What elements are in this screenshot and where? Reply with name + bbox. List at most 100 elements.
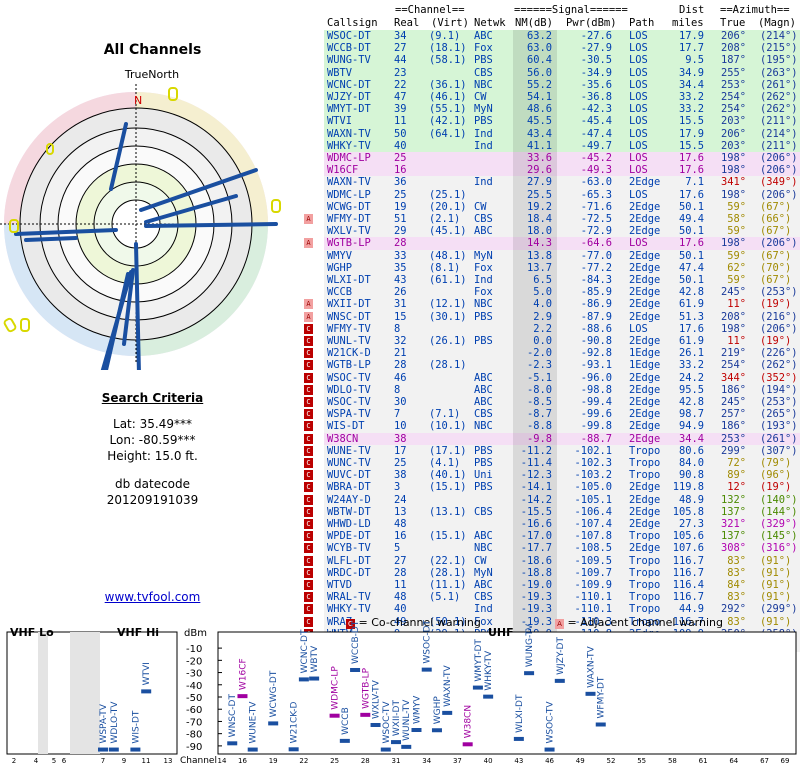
channel-mark[interactable] xyxy=(370,722,381,727)
x-tick-label: 4 xyxy=(34,757,39,765)
table-row[interactable]: W16CF 16 29.6 -49.3 LOS 17.6 198° (206°) xyxy=(302,164,800,177)
channel-mark-label: WMYT-DT xyxy=(474,639,484,682)
channel-mark[interactable] xyxy=(247,747,258,752)
channel-mark[interactable] xyxy=(585,691,596,696)
table-row[interactable]: C WBRA-DT 3 (15.1) PBS -14.1 -105.0 2Edge 119.8 1… xyxy=(302,481,800,494)
table-row[interactable]: WTVI 11 (42.1) PBS 45.5 -45.4 LOS 15.5 203° (211°… xyxy=(302,115,800,128)
x-tick-label: 55 xyxy=(637,757,646,765)
channel-mark[interactable] xyxy=(462,742,473,747)
table-row[interactable]: A WNSC-DT 15 (30.1) PBS 2.9 -87.9 2Edge 51.3 208°… xyxy=(302,310,800,323)
table-row[interactable]: C W21CK-D 21 -2.0 -92.8 1Edge 26.1 219° (226°) xyxy=(302,347,800,360)
channel-mark[interactable] xyxy=(298,677,309,682)
table-row[interactable]: C W24AY-D 24 -14.2 -105.1 2Edge 48.9 132° (140°) xyxy=(302,493,800,506)
table-row[interactable]: C WUNE-TV 17 (17.1) PBS -11.2 -102.1 Tropo 80.6 2… xyxy=(302,444,800,457)
table-row[interactable]: C WHWD-LD 48 -16.6 -107.4 2Edge 27.3 321° (329°) xyxy=(302,518,800,531)
table-row[interactable]: WCNC-DT 22 (36.1) NBC 55.2 -35.6 LOS 34.4 253° (2… xyxy=(302,78,800,91)
cell-dist: 17.9 xyxy=(678,30,704,42)
table-row[interactable]: C WUVC-DT 38 (40.1) Uni -12.3 -103.2 Tropo 90.8 8… xyxy=(302,469,800,482)
table-row[interactable]: C WSOC-TV 30 ABC -8.5 -99.4 2Edge 42.8 245° (253°… xyxy=(302,396,800,409)
table-row[interactable]: WCCB-DT 27 (18.1) Fox 63.0 -27.9 LOS 17.7 208° (2… xyxy=(302,42,800,55)
table-row[interactable]: WJZY-DT 47 (46.1) CW 54.1 -36.8 LOS 33.2 254° (26… xyxy=(302,91,800,104)
channel-mark[interactable] xyxy=(268,721,279,726)
cell-true: 344° xyxy=(720,371,746,384)
table-row[interactable]: C WRDC-DT 28 (28.1) MyN -18.8 -109.7 Tropo 116.7… xyxy=(302,566,800,579)
table-row[interactable]: C WGTB-LP 28 (28.1) -2.3 -93.1 1Edge 33.2 254° (2… xyxy=(302,359,800,372)
cell-path: LOS xyxy=(629,322,648,335)
channel-mark-label: WJZY-DT xyxy=(556,637,566,675)
cochannel-warning-icon: C xyxy=(304,348,313,359)
channel-mark[interactable] xyxy=(329,713,340,718)
channel-mark[interactable] xyxy=(391,740,402,745)
table-row[interactable]: C WFMY-TV 8 2.2 -88.6 LOS 17.6 198° (206°) xyxy=(302,322,800,335)
table-row[interactable]: WXLV-TV 29 (45.1) ABC 18.0 -72.9 2Edge 50.1 59° (… xyxy=(302,225,800,238)
channel-mark-label: WDMC-LP xyxy=(331,666,341,710)
table-row[interactable]: WCCB 26 Fox 5.0 -85.9 2Edge 42.8 245° (253°) xyxy=(302,286,800,299)
channel-mark[interactable] xyxy=(544,747,555,752)
channel-mark[interactable] xyxy=(513,736,524,741)
channel-mark[interactable] xyxy=(554,678,565,683)
channel-mark[interactable] xyxy=(401,744,412,749)
cell-pwr: -77.2 xyxy=(580,261,612,274)
table-row[interactable]: C WCYB-TV 5 NBC -17.7 -108.5 2Edge 107.6 308° (31… xyxy=(302,542,800,555)
channel-mark[interactable] xyxy=(411,728,422,732)
table-row[interactable]: C WSPA-TV 7 (7.1) CBS -8.7 -99.6 2Edge 98.7 257° (… xyxy=(302,408,800,421)
table-row[interactable]: C WSOC-TV 46 ABC -5.1 -96.0 2Edge 24.2 344° (352°… xyxy=(302,371,800,384)
site-link[interactable]: www.tvfool.com xyxy=(104,590,201,604)
table-row[interactable]: WBTV 23 CBS 56.0 -34.9 LOS 34.9 255° (263°) xyxy=(302,66,800,79)
table-row[interactable]: C WIS-DT 10 (10.1) NBC -8.8 -99.8 2Edge 94.9 186°… xyxy=(302,420,800,433)
channel-mark[interactable] xyxy=(595,722,606,727)
cochannel-warning-icon: C xyxy=(304,397,313,407)
table-row[interactable]: C WRAL-TV 48 (5.1) CBS -19.3 -110.1 Tropo 116.7 8… xyxy=(302,591,800,604)
cell-path: Tropo xyxy=(629,457,661,469)
channel-mark[interactable] xyxy=(472,685,483,690)
channel-mark[interactable] xyxy=(380,747,391,752)
table-row[interactable]: WDMC-LP 25 33.6 -45.2 LOS 17.6 198° (206°) xyxy=(302,152,800,165)
channel-mark[interactable] xyxy=(339,738,350,743)
table-row[interactable]: C WHKY-TV 40 Ind -19.3 -110.1 Tropo 44.9 292° (29… xyxy=(302,603,800,616)
table-row[interactable]: WMYT-DT 39 (55.1) MyN 48.6 -42.3 LOS 33.2 254° (2… xyxy=(302,103,800,116)
table-row[interactable]: WCWG-DT 19 (20.1) CW 19.2 -71.6 2Edge 50.1 59° (6… xyxy=(302,200,800,213)
table-row[interactable]: C WUNC-TV 25 (4.1) PBS -11.4 -102.3 Tropo 84.0 72… xyxy=(302,457,800,470)
channel-mark[interactable] xyxy=(288,747,299,752)
table-row[interactable]: C WLFL-DT 27 (22.1) CW -18.6 -109.5 Tropo 116.7 8… xyxy=(302,554,800,567)
channel-mark[interactable] xyxy=(227,741,238,746)
table-row[interactable]: C WUNL-TV 32 (26.1) PBS 0.0 -90.8 2Edge 61.9 11° (… xyxy=(302,335,800,348)
table-row[interactable]: WAXN-TV 50 (64.1) Ind 43.4 -47.4 LOS 17.9 206° (2… xyxy=(302,127,800,140)
table-row[interactable]: WHKY-TV 40 Ind 41.1 -49.7 LOS 15.5 203° (211°) xyxy=(302,139,800,152)
channel-mark[interactable] xyxy=(130,747,141,752)
channel-mark[interactable] xyxy=(483,694,494,699)
table-row[interactable]: WUNG-TV 44 (58.1) PBS 60.4 -30.5 LOS 9.5 187° (19… xyxy=(302,54,800,67)
table-row[interactable]: WDMC-LP 25 (25.1) 25.5 -65.3 LOS 17.6 198° (206°… xyxy=(302,188,800,201)
channel-mark[interactable] xyxy=(524,671,535,676)
channel-mark[interactable] xyxy=(442,710,453,715)
channel-mark[interactable] xyxy=(421,667,432,672)
table-row[interactable]: A WGTB-LP 28 14.3 -64.6 LOS 17.6 198° (206°) xyxy=(302,237,800,250)
cell-dist: 47.4 xyxy=(678,261,704,274)
table-row[interactable]: WAXN-TV 36 Ind 27.9 -63.0 2Edge 7.1 341° (349°) xyxy=(302,176,800,189)
channel-mark[interactable] xyxy=(360,712,371,717)
channel-mark[interactable] xyxy=(431,728,442,733)
table-row[interactable]: C WTVD 11 (11.1) ABC -19.0 -109.9 Tropo 116.4 84°… xyxy=(302,579,800,592)
cell-cs: WIS-DT xyxy=(327,420,365,433)
table-row[interactable]: C W38CN 38 -9.8 -88.7 2Edge 34.4 253° (261°) xyxy=(302,432,800,445)
table-row[interactable]: WGHP 35 (8.1) Fox 13.7 -77.2 2Edge 47.4 62° (70°) xyxy=(302,261,800,274)
table-row[interactable]: WMYV 33 (48.1) MyN 13.8 -77.0 2Edge 50.1 59° (67°… xyxy=(302,249,800,262)
channel-mark[interactable] xyxy=(98,747,108,752)
cell-net: NBC xyxy=(474,78,493,91)
table-row[interactable]: WSOC-DT 34 (9.1) ABC 63.2 -27.6 LOS 17.9 206° (21… xyxy=(302,30,800,43)
column-header: True xyxy=(720,17,746,29)
table-row[interactable]: C WDLO-TV 8 ABC -8.0 -98.8 2Edge 95.5 186° (194°) xyxy=(302,383,800,396)
channel-mark[interactable] xyxy=(141,689,152,694)
channel-mark[interactable] xyxy=(108,747,119,752)
cell-net: Ind xyxy=(474,274,493,286)
table-row[interactable]: C WPDE-DT 16 (15.1) ABC -17.0 -107.8 Tropo 105.6… xyxy=(302,530,800,543)
channel-mark[interactable] xyxy=(350,667,361,672)
table-row[interactable]: A WXII-DT 31 (12.1) NBC 4.0 -86.9 2Edge 61.9 11° (… xyxy=(302,298,800,311)
cell-real: 50 xyxy=(394,127,407,140)
table-row[interactable]: A WFMY-DT 51 (2.1) CBS 18.4 -72.5 2Edge 49.4 58° (… xyxy=(302,213,800,226)
channel-mark[interactable] xyxy=(309,676,320,681)
channel-mark[interactable] xyxy=(237,694,248,699)
table-row[interactable]: C WBTW-DT 13 (13.1) CBS -15.5 -106.4 2Edge 105.8… xyxy=(302,505,800,518)
cell-virt: (42.1) xyxy=(429,115,467,128)
table-row[interactable]: WLXI-DT 43 (61.1) Ind 6.5 -84.3 2Edge 50.1 59° (6… xyxy=(302,274,800,287)
